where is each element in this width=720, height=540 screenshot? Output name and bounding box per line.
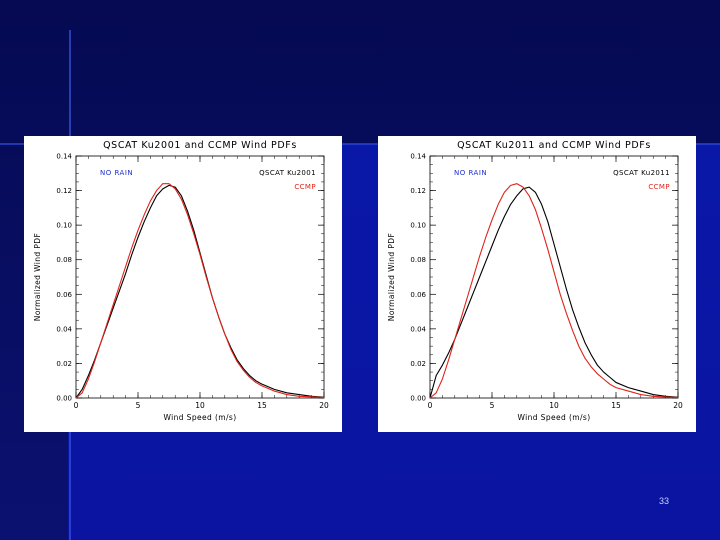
chart-panel-left: QSCAT Ku2001 and CCMP Wind PDFs 0.00 0.02 0… [24,136,342,432]
x-axis-label: Wind Speed (m/s) [517,413,590,422]
y-tick-label: 0.12 [56,187,72,195]
wind-pdf-chart-ku2001: QSCAT Ku2001 and CCMP Wind PDFs 0.00 0.02 0… [33,140,329,422]
chart-title: QSCAT Ku2011 and CCMP Wind PDFs [457,140,651,151]
y-tick-label: 0.08 [56,256,72,264]
legend-label-qscat: QSCAT Ku2001 [259,169,316,177]
x-tick-label: 5 [136,401,141,410]
y-tick-label: 0.08 [410,256,426,264]
y-tick-label: 0.12 [410,187,426,195]
plot-frame [75,155,325,399]
series-line-ccmp [75,183,325,399]
y-axis-label: Normalized Wind PDF [387,233,396,321]
x-tick-label: 5 [490,401,495,410]
series-line-ccmp [429,183,679,399]
x-tick-label: 20 [319,401,329,410]
legend-label-ccmp: CCMP [648,183,670,191]
x-tick-label: 10 [549,401,559,410]
x-tick-label: 0 [428,401,433,410]
y-tick-label: 0.06 [56,291,72,299]
y-axis-label: Normalized Wind PDF [33,233,42,321]
x-axis-label: Wind Speed (m/s) [163,413,236,422]
no-rain-annotation: NO RAIN [100,169,133,177]
y-tick-label: 0.14 [56,153,72,161]
x-tick-label: 0 [74,401,79,410]
chart-panel-right: QSCAT Ku2011 and CCMP Wind PDFs 0.00 0.02 0… [378,136,696,432]
y-tick-label: 0.06 [410,291,426,299]
y-tick-label: 0.02 [410,360,426,368]
page-number: 33 [658,496,669,506]
legend-label-qscat: QSCAT Ku2011 [613,169,670,177]
x-tick-label: 15 [257,401,267,410]
no-rain-annotation: NO RAIN [454,169,487,177]
x-tick-label: 20 [673,401,683,410]
y-tick-label: 0.10 [56,222,72,230]
chart-title: QSCAT Ku2001 and CCMP Wind PDFs [103,140,297,151]
y-tick-label: 0.10 [410,222,426,230]
y-tick-label: 0.04 [56,325,72,333]
series-line-qscat [75,184,325,399]
y-tick-label: 0.00 [56,395,72,403]
x-tick-label: 15 [611,401,621,410]
legend-label-ccmp: CCMP [294,183,316,191]
y-tick-label: 0.04 [410,325,426,333]
plot-frame [429,155,679,399]
wind-pdf-chart-ku2011: QSCAT Ku2011 and CCMP Wind PDFs 0.00 0.02 0… [387,140,683,422]
y-tick-label: 0.02 [56,360,72,368]
y-tick-label: 0.00 [410,395,426,403]
y-tick-label: 0.14 [410,153,426,161]
series-line-qscat [429,186,679,399]
x-tick-label: 10 [195,401,205,410]
